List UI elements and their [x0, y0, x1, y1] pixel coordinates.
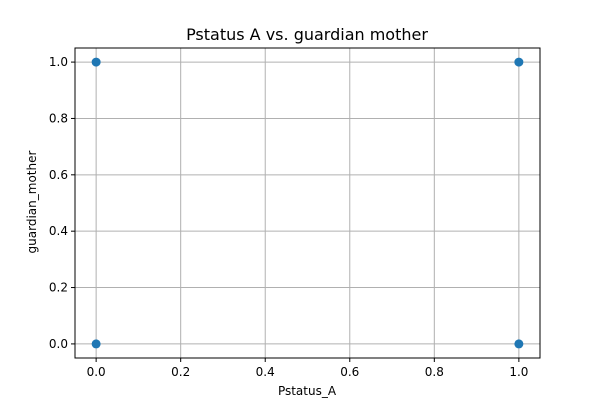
y-tick-label: 0.2	[49, 281, 68, 295]
x-axis-ticks: 0.0 0.2 0.4 0.6 0.8 1.0	[87, 358, 528, 379]
x-tick-label: 1.0	[509, 365, 528, 379]
scatter-point	[514, 339, 524, 349]
x-tick-label: 0.8	[425, 365, 444, 379]
x-axis-label: Pstatus_A	[278, 384, 337, 398]
scatter-point	[514, 57, 524, 67]
scatter-point	[91, 339, 101, 349]
grid	[75, 48, 540, 358]
y-axis-label: guardian_mother	[25, 151, 39, 254]
data-points	[91, 57, 524, 349]
y-tick-label: 0.4	[49, 224, 68, 238]
y-tick-label: 0.0	[49, 337, 68, 351]
y-axis-ticks: 0.0 0.2 0.4 0.6 0.8 1.0	[49, 55, 75, 351]
y-tick-label: 1.0	[49, 55, 68, 69]
x-tick-label: 0.0	[87, 365, 106, 379]
x-tick-label: 0.6	[340, 365, 359, 379]
y-tick-label: 0.6	[49, 168, 68, 182]
y-tick-label: 0.8	[49, 111, 68, 125]
scatter-point	[91, 57, 101, 67]
x-tick-label: 0.4	[256, 365, 275, 379]
x-tick-label: 0.2	[171, 365, 190, 379]
plot-frame	[74, 47, 541, 359]
chart-title: Pstatus A vs. guardian mother	[186, 25, 428, 44]
